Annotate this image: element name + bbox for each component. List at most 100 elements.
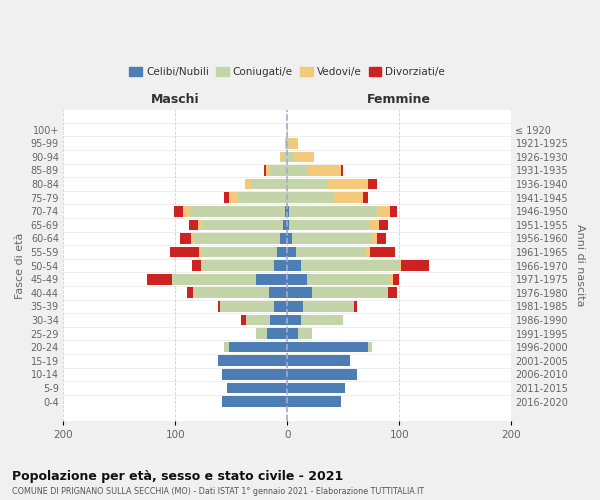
Bar — [287, 178, 328, 190]
Bar — [174, 206, 183, 216]
Text: COMUNE DI PRIGNANO SULLA SECCHIA (MO) - Dati ISTAT 1° gennaio 2021 - Elaborazion: COMUNE DI PRIGNANO SULLA SECCHIA (MO) - … — [12, 488, 424, 496]
Bar — [187, 288, 193, 298]
Bar — [287, 233, 292, 243]
Bar — [287, 328, 298, 339]
Bar — [303, 301, 355, 312]
Bar — [287, 165, 307, 176]
Bar — [287, 246, 296, 258]
Bar — [287, 342, 368, 352]
Bar — [188, 220, 197, 230]
Bar — [193, 233, 280, 243]
Bar — [179, 233, 191, 243]
Bar — [201, 260, 274, 271]
Bar — [334, 192, 364, 203]
Bar — [296, 246, 365, 258]
Bar — [283, 220, 287, 230]
Bar — [392, 274, 399, 284]
Bar — [227, 382, 287, 394]
Bar — [287, 274, 307, 284]
Bar — [229, 192, 238, 203]
Bar — [285, 138, 287, 148]
Bar — [294, 152, 314, 162]
Bar — [190, 206, 285, 216]
Bar — [220, 301, 274, 312]
Bar — [170, 246, 199, 258]
Bar — [201, 246, 277, 258]
Bar — [289, 138, 298, 148]
Bar — [287, 152, 294, 162]
Bar — [287, 124, 289, 135]
Bar — [287, 260, 301, 271]
Bar — [388, 288, 397, 298]
Bar — [292, 233, 373, 243]
Bar — [266, 165, 271, 176]
Bar — [301, 260, 399, 271]
Bar — [287, 301, 303, 312]
Bar — [280, 152, 283, 162]
Bar — [390, 274, 392, 284]
Bar — [285, 206, 287, 216]
Legend: Celibi/Nubili, Coniugati/e, Vedovi/e, Divorziati/e: Celibi/Nubili, Coniugati/e, Vedovi/e, Di… — [125, 62, 449, 81]
Text: Popolazione per età, sesso e stato civile - 2021: Popolazione per età, sesso e stato civil… — [12, 470, 343, 483]
Text: Maschi: Maschi — [151, 93, 199, 106]
Bar — [368, 342, 373, 352]
Bar — [256, 328, 267, 339]
Bar — [287, 396, 341, 407]
Bar — [267, 328, 287, 339]
Bar — [289, 206, 377, 216]
Bar — [312, 288, 388, 298]
Bar — [218, 301, 220, 312]
Bar — [218, 356, 287, 366]
Bar — [263, 165, 266, 176]
Bar — [287, 369, 356, 380]
Bar — [269, 288, 287, 298]
Bar — [341, 165, 343, 176]
Bar — [246, 314, 271, 326]
Bar — [287, 288, 312, 298]
Bar — [224, 342, 229, 352]
Bar — [241, 314, 246, 326]
Bar — [192, 260, 201, 271]
Bar — [193, 288, 269, 298]
Bar — [287, 356, 350, 366]
Bar — [364, 192, 368, 203]
Bar — [287, 382, 346, 394]
Bar — [287, 192, 334, 203]
Bar — [183, 206, 190, 216]
Bar — [245, 178, 251, 190]
Bar — [197, 220, 202, 230]
Bar — [328, 178, 368, 190]
Bar — [287, 314, 301, 326]
Bar — [280, 233, 287, 243]
Bar — [191, 233, 193, 243]
Bar — [222, 369, 287, 380]
Bar — [224, 192, 229, 203]
Bar — [277, 246, 287, 258]
Bar — [370, 246, 395, 258]
Bar — [172, 274, 256, 284]
Bar — [298, 328, 312, 339]
Bar — [287, 138, 289, 148]
Bar — [202, 220, 283, 230]
Y-axis label: Fasce di età: Fasce di età — [15, 232, 25, 299]
Text: Femmine: Femmine — [367, 93, 431, 106]
Bar — [368, 178, 377, 190]
Bar — [287, 220, 289, 230]
Bar — [222, 396, 287, 407]
Bar — [287, 206, 289, 216]
Bar — [256, 274, 287, 284]
Bar — [401, 260, 430, 271]
Bar — [199, 246, 201, 258]
Bar — [289, 220, 370, 230]
Bar — [307, 274, 390, 284]
Bar — [373, 233, 377, 243]
Bar — [274, 301, 287, 312]
Bar — [147, 274, 172, 284]
Bar — [251, 178, 287, 190]
Bar — [399, 260, 401, 271]
Bar — [390, 206, 397, 216]
Bar — [238, 192, 287, 203]
Bar — [271, 314, 287, 326]
Bar — [355, 301, 356, 312]
Bar — [307, 165, 341, 176]
